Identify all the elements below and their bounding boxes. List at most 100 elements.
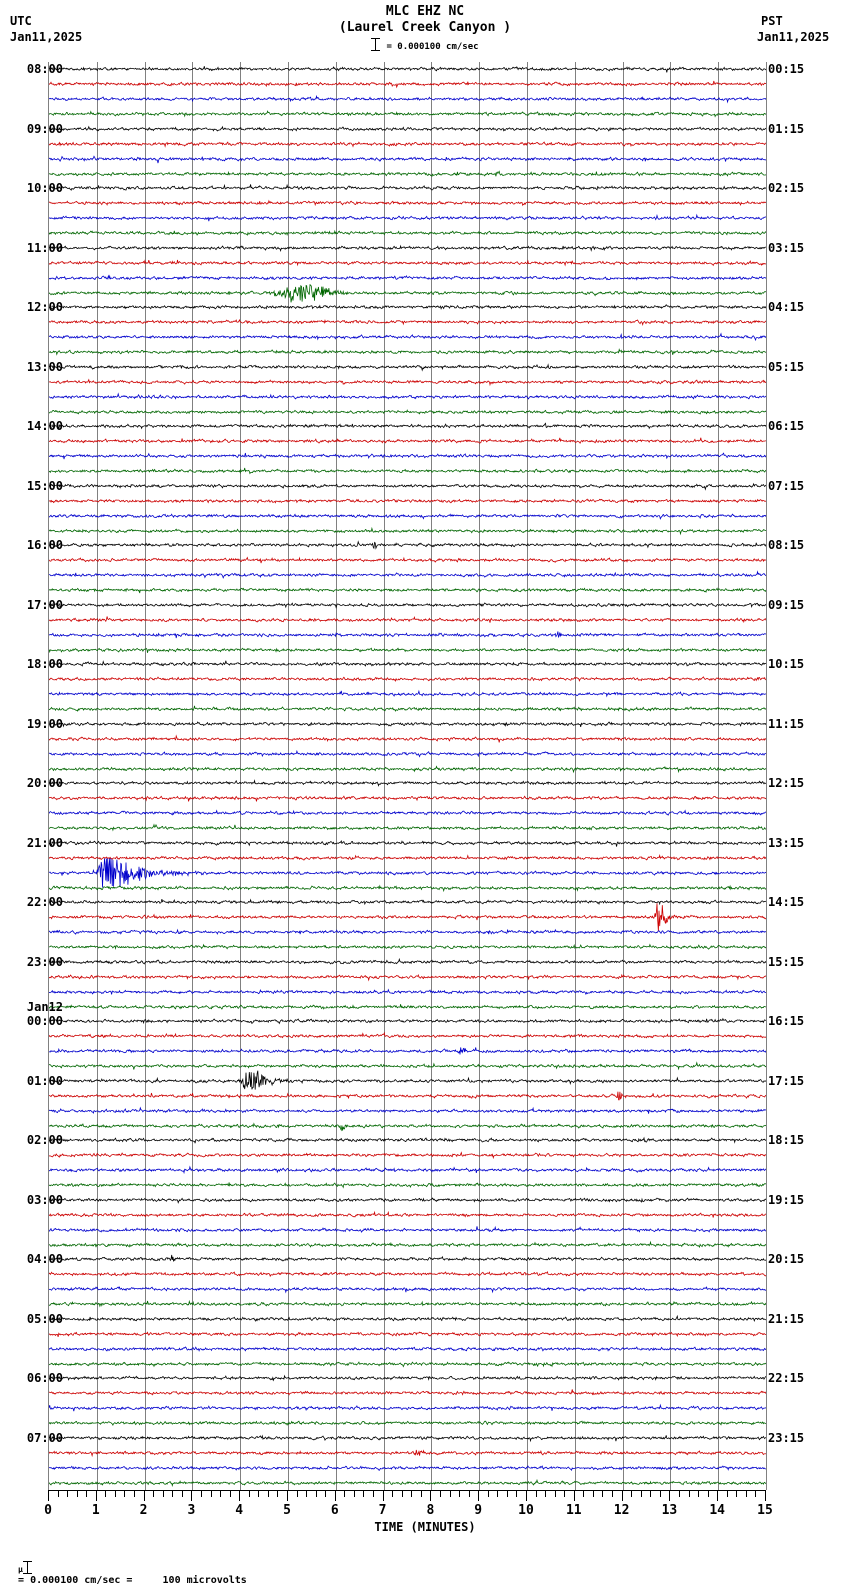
pst-hour-label: 03:15 — [768, 240, 805, 255]
utc-hour-label: 17:00 — [26, 597, 63, 612]
x-axis-minor-tick — [249, 1490, 250, 1497]
x-axis-major-tick — [335, 1490, 336, 1501]
i-beam-scale-icon — [22, 1561, 32, 1574]
x-axis-minor-tick — [258, 1490, 259, 1497]
seismic-trace-row — [49, 858, 766, 888]
x-axis-major-tick — [574, 1490, 575, 1501]
x-axis-major-tick — [478, 1490, 479, 1501]
x-axis-minor-tick — [564, 1490, 565, 1497]
seismic-trace-row — [49, 397, 766, 427]
x-axis-line — [48, 1490, 766, 1491]
x-axis-minor-tick — [172, 1490, 173, 1497]
pst-hour-label: 17:15 — [768, 1073, 805, 1088]
seismic-trace-row — [49, 159, 766, 189]
seismic-trace-row — [49, 471, 766, 501]
seismic-trace-row — [49, 337, 766, 367]
seismic-trace-row — [49, 992, 766, 1022]
seismic-trace-row — [49, 69, 766, 99]
seismic-trace-row — [49, 932, 766, 962]
utc-hour-label: 11:00 — [26, 240, 63, 255]
seismic-trace-row — [49, 1319, 766, 1349]
x-axis-major-tick — [717, 1490, 718, 1501]
seismic-trace-row — [49, 1230, 766, 1260]
x-axis-tick-label: 10 — [518, 1503, 534, 1518]
x-axis-minor-tick — [536, 1490, 537, 1497]
seismic-trace-row — [49, 352, 766, 382]
seismic-trace-row — [49, 1408, 766, 1438]
seismic-trace-row — [49, 1438, 766, 1468]
pst-hour-label: 04:15 — [768, 300, 805, 315]
utc-hour-label: 05:00 — [26, 1311, 63, 1326]
x-axis-minor-tick — [602, 1490, 603, 1497]
micro-symbol: µ — [18, 1565, 23, 1574]
vertical-gridline — [623, 62, 624, 1490]
x-axis-tick-label: 7 — [378, 1503, 387, 1518]
pst-hour-label: 21:15 — [768, 1311, 805, 1326]
pst-hour-label: 11:15 — [768, 716, 805, 731]
x-axis-major-tick — [765, 1490, 766, 1501]
seismic-trace-row — [49, 426, 766, 456]
seismic-trace-row — [49, 783, 766, 813]
x-axis-major-tick — [383, 1490, 384, 1501]
pst-hour-label: 07:15 — [768, 478, 805, 493]
x-axis-minor-tick — [746, 1490, 747, 1497]
x-axis-minor-tick — [545, 1490, 546, 1497]
x-axis-minor-tick — [105, 1490, 106, 1497]
utc-hour-label: 02:00 — [26, 1133, 63, 1148]
x-axis-major-tick — [622, 1490, 623, 1501]
seismic-trace-row — [49, 917, 766, 947]
x-axis-minor-tick — [679, 1490, 680, 1497]
x-axis-minor-tick — [153, 1490, 154, 1497]
pst-hour-label: 23:15 — [768, 1430, 805, 1445]
seismic-trace-row — [49, 99, 766, 129]
seismic-trace-row — [49, 679, 766, 709]
footer-scale-note: µ = 0.000100 cm/sec = 100 microvolts — [6, 1550, 247, 1586]
x-axis-minor-tick — [727, 1490, 728, 1497]
utc-hour-label: 20:00 — [26, 776, 63, 791]
x-axis-major-tick — [287, 1490, 288, 1501]
helicorder-plot-area[interactable] — [48, 62, 767, 1490]
seismic-trace-row — [49, 947, 766, 977]
x-axis-minor-tick — [459, 1490, 460, 1497]
pst-hour-label: 05:15 — [768, 359, 805, 374]
amplitude-scale-text: = 0.000100 cm/sec — [386, 42, 479, 52]
x-axis-minor-tick — [344, 1490, 345, 1497]
vertical-gridline — [527, 62, 528, 1490]
seismic-trace-row — [49, 739, 766, 769]
x-axis-minor-tick — [115, 1490, 116, 1497]
seismic-trace-row — [49, 649, 766, 679]
seismic-trace-row — [49, 1096, 766, 1126]
pst-hour-label: 10:15 — [768, 657, 805, 672]
pst-hour-label: 13:15 — [768, 835, 805, 850]
seismic-trace-row — [49, 188, 766, 218]
seismic-trace-row — [49, 1378, 766, 1408]
utc-hour-label: 08:00 — [26, 62, 63, 77]
pst-timezone-label: PST — [761, 14, 783, 28]
vertical-gridline — [336, 62, 337, 1490]
seismic-trace-row — [49, 1349, 766, 1379]
x-axis-tick-label: 3 — [187, 1503, 196, 1518]
x-axis-minor-tick — [297, 1490, 298, 1497]
seismic-trace-row — [49, 1006, 766, 1036]
x-axis-minor-tick — [211, 1490, 212, 1497]
x-axis-minor-tick — [316, 1490, 317, 1497]
seismic-trace-row — [49, 1155, 766, 1185]
x-axis-tick-label: 12 — [613, 1503, 630, 1518]
pst-hour-label: 19:15 — [768, 1192, 805, 1207]
x-axis-tick-label: 6 — [330, 1503, 339, 1518]
utc-hour-label: 10:00 — [26, 181, 63, 196]
pst-hour-label: 18:15 — [768, 1133, 805, 1148]
seismic-trace-row — [49, 1453, 766, 1483]
vertical-gridline — [384, 62, 385, 1490]
seismic-trace-row — [49, 263, 766, 293]
seismic-trace-row — [49, 233, 766, 263]
utc-hour-label: 14:00 — [26, 419, 63, 434]
seismic-trace-row — [49, 828, 766, 858]
pst-hour-label: 09:15 — [768, 597, 805, 612]
seismic-trace-row — [49, 977, 766, 1007]
x-axis-minor-tick — [631, 1490, 632, 1497]
seismic-trace-row — [49, 530, 766, 560]
vertical-gridline — [431, 62, 432, 1490]
x-axis-minor-tick — [124, 1490, 125, 1497]
x-axis-minor-tick — [392, 1490, 393, 1497]
